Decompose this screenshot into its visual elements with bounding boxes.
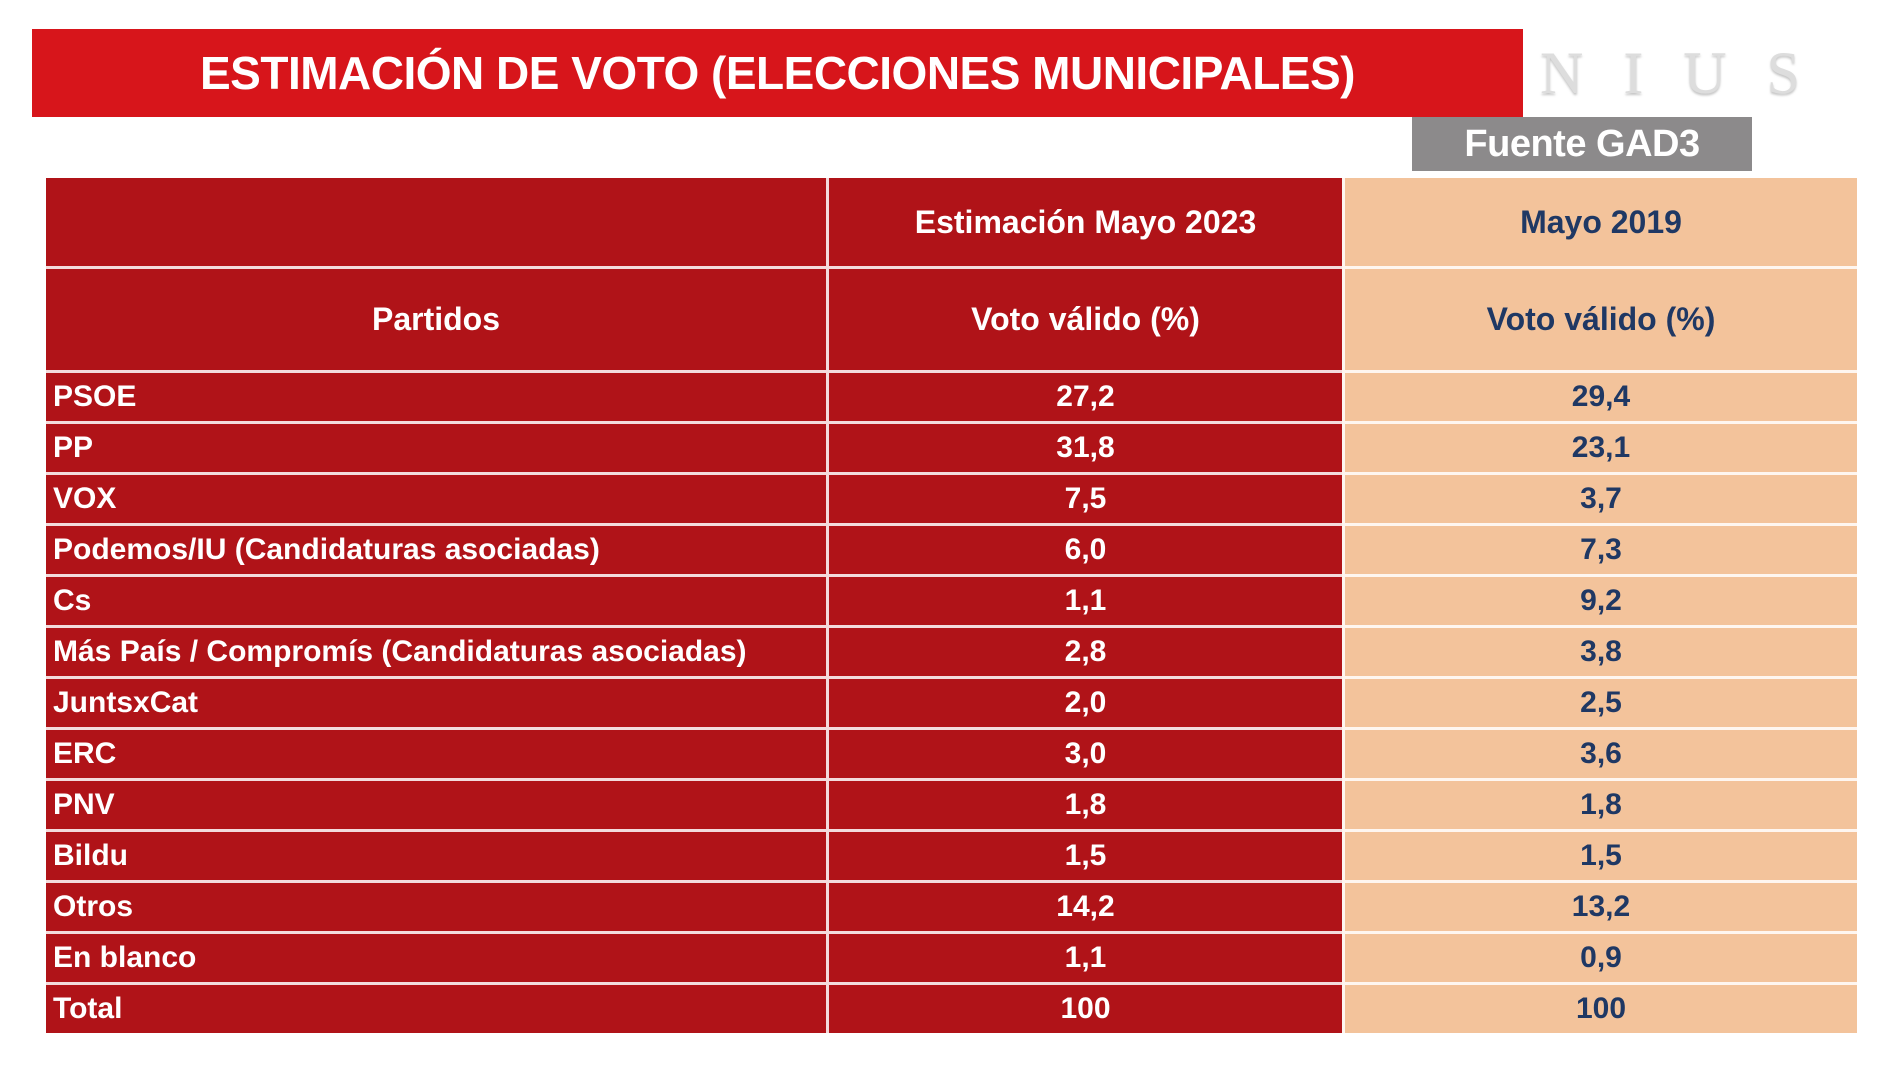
prev-value: 23,1 xyxy=(1342,421,1857,472)
header-partidos: Partidos xyxy=(46,266,826,370)
prev-value: 1,5 xyxy=(1342,829,1857,880)
prev-value: 9,2 xyxy=(1342,574,1857,625)
party-name: VOX xyxy=(46,472,826,523)
party-name: Bildu xyxy=(46,829,826,880)
prev-value: 100 xyxy=(1342,982,1857,1033)
prev-value: 1,8 xyxy=(1342,778,1857,829)
nius-logo: NIUS xyxy=(1540,40,1841,106)
party-name: JuntsxCat xyxy=(46,676,826,727)
party-name: Cs xyxy=(46,574,826,625)
source-label: Fuente GAD3 xyxy=(1464,122,1700,165)
party-name: ERC xyxy=(46,727,826,778)
prev-value: 3,7 xyxy=(1342,472,1857,523)
header-est-group: Estimación Mayo 2023 xyxy=(826,178,1342,266)
party-name: PNV xyxy=(46,778,826,829)
prev-value: 7,3 xyxy=(1342,523,1857,574)
est-value: 3,0 xyxy=(826,727,1342,778)
party-name: Total xyxy=(46,982,826,1033)
est-value: 1,8 xyxy=(826,778,1342,829)
header-prev-sub: Voto válido (%) xyxy=(1342,266,1857,370)
page-title: ESTIMACIÓN DE VOTO (ELECCIONES MUNICIPAL… xyxy=(200,47,1355,99)
party-name: Podemos/IU (Candidaturas asociadas) xyxy=(46,523,826,574)
est-value: 1,1 xyxy=(826,574,1342,625)
est-value: 6,0 xyxy=(826,523,1342,574)
est-value: 1,5 xyxy=(826,829,1342,880)
est-value: 7,5 xyxy=(826,472,1342,523)
prev-value: 13,2 xyxy=(1342,880,1857,931)
est-value: 1,1 xyxy=(826,931,1342,982)
party-name: Otros xyxy=(46,880,826,931)
prev-value: 0,9 xyxy=(1342,931,1857,982)
est-value: 100 xyxy=(826,982,1342,1033)
prev-value: 3,8 xyxy=(1342,625,1857,676)
vote-table: Estimación Mayo 2023 Mayo 2019 Partidos … xyxy=(46,178,1857,1033)
party-name: En blanco xyxy=(46,931,826,982)
est-value: 2,8 xyxy=(826,625,1342,676)
prev-value: 3,6 xyxy=(1342,727,1857,778)
header-prev-group: Mayo 2019 xyxy=(1342,178,1857,266)
est-value: 14,2 xyxy=(826,880,1342,931)
party-name: Más País / Compromís (Candidaturas asoci… xyxy=(46,625,826,676)
title-banner: ESTIMACIÓN DE VOTO (ELECCIONES MUNICIPAL… xyxy=(32,29,1523,117)
prev-value: 2,5 xyxy=(1342,676,1857,727)
header-empty-cell xyxy=(46,178,826,266)
est-value: 2,0 xyxy=(826,676,1342,727)
party-name: PP xyxy=(46,421,826,472)
prev-value: 29,4 xyxy=(1342,370,1857,421)
est-value: 27,2 xyxy=(826,370,1342,421)
est-value: 31,8 xyxy=(826,421,1342,472)
party-name: PSOE xyxy=(46,370,826,421)
header-est-sub: Voto válido (%) xyxy=(826,266,1342,370)
source-badge: Fuente GAD3 xyxy=(1412,117,1752,171)
